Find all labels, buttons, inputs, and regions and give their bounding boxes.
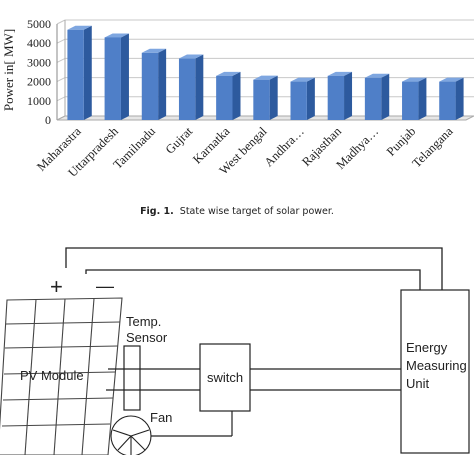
bar xyxy=(364,73,390,120)
x-tick-label: Telangana xyxy=(409,124,455,170)
bar-side xyxy=(120,33,129,120)
energy-unit-label-line3: Unit xyxy=(406,376,430,391)
bar-front xyxy=(327,75,345,120)
bar xyxy=(141,48,167,120)
bar xyxy=(327,71,353,120)
bar-front xyxy=(439,81,456,120)
gridline-side xyxy=(56,96,66,102)
x-tick-label: Punjab xyxy=(384,124,418,158)
bar-front xyxy=(216,75,233,120)
x-tick-label: Andhra… xyxy=(262,124,307,169)
plus-sign: + xyxy=(50,274,63,299)
figure-caption-text: State wise target of solar power. xyxy=(179,206,334,217)
chart-bars xyxy=(67,25,464,121)
figure-caption-label: Fig. 1. xyxy=(140,206,174,217)
x-tick-label: Gujrat xyxy=(163,124,196,157)
x-tick-label: Tamilnadu xyxy=(111,124,159,172)
bar-front xyxy=(67,29,84,120)
bar xyxy=(253,75,278,120)
positive-wire xyxy=(65,247,443,290)
switch-label: switch xyxy=(207,370,243,385)
bar-side xyxy=(83,25,92,120)
fan-icon xyxy=(110,415,152,455)
solar-system-block-diagram: + — PV Module Temp. Sensor switch Fan En… xyxy=(0,247,470,455)
bar xyxy=(216,71,241,120)
bar-top xyxy=(402,77,427,82)
bar-front xyxy=(178,58,196,120)
bar xyxy=(439,77,464,120)
bar-side xyxy=(232,71,241,120)
bar-top xyxy=(141,48,167,53)
bar-top xyxy=(216,71,241,76)
bar xyxy=(178,54,204,121)
solar-target-bar-chart: 0 1000 2000 3000 4000 5000 MaharastraUttarpra… xyxy=(1,17,474,180)
bar-side xyxy=(344,71,353,120)
bar xyxy=(290,77,315,120)
pv-module-panel xyxy=(0,297,123,455)
bar-side xyxy=(269,75,278,120)
y-tick-label: 5000 xyxy=(27,17,51,31)
bar-top xyxy=(290,77,315,82)
bar-side xyxy=(455,77,464,120)
gridline-side xyxy=(56,38,66,44)
bar-side xyxy=(195,54,204,121)
bar-side xyxy=(158,48,167,120)
gridline-side xyxy=(56,57,66,63)
bar-top xyxy=(178,54,204,59)
bar-top xyxy=(104,33,129,38)
energy-unit-label-line2: Measuring xyxy=(406,358,467,373)
bar-top xyxy=(253,75,278,80)
bar-front xyxy=(141,52,159,120)
bar-top xyxy=(67,25,92,30)
bar-side xyxy=(418,77,427,120)
bar-front xyxy=(104,37,121,120)
bar-front xyxy=(364,77,382,120)
fan-label: Fan xyxy=(150,410,172,425)
bar-top xyxy=(364,73,390,78)
energy-measuring-unit-box xyxy=(400,289,470,454)
bar-front xyxy=(290,81,307,120)
temp-sensor-label-line1: Temp. xyxy=(126,314,161,329)
bar xyxy=(104,33,129,120)
bar-side xyxy=(381,73,390,120)
bar-top xyxy=(439,77,464,82)
negative-wire xyxy=(85,269,421,290)
y-tick-label: 3000 xyxy=(27,55,51,69)
y-tick-label: 0 xyxy=(45,113,51,127)
pv-module-label: PV Module xyxy=(20,368,84,383)
switch-box xyxy=(199,343,251,412)
energy-unit-label-line1: Energy xyxy=(406,340,448,355)
bar-front xyxy=(253,79,270,120)
temp-sensor-label-line2: Sensor xyxy=(126,330,168,345)
temp-sensor-box xyxy=(123,345,141,411)
figure-caption: Fig. 1. State wise target of solar power… xyxy=(0,206,474,217)
y-axis-label: Power in[ MW] xyxy=(1,29,16,111)
bar-side xyxy=(306,77,315,120)
y-tick-labels: 0 1000 2000 3000 4000 5000 xyxy=(27,17,51,127)
y-tick-label: 1000 xyxy=(27,94,51,108)
bar xyxy=(67,25,92,120)
gridline-side xyxy=(56,19,66,25)
bar-top xyxy=(327,71,353,76)
bar-front xyxy=(402,81,419,120)
bar xyxy=(402,77,427,120)
gridline-side xyxy=(56,77,66,83)
minus-sign: — xyxy=(96,276,114,296)
y-tick-label: 2000 xyxy=(27,75,51,89)
y-tick-label: 4000 xyxy=(27,36,51,50)
